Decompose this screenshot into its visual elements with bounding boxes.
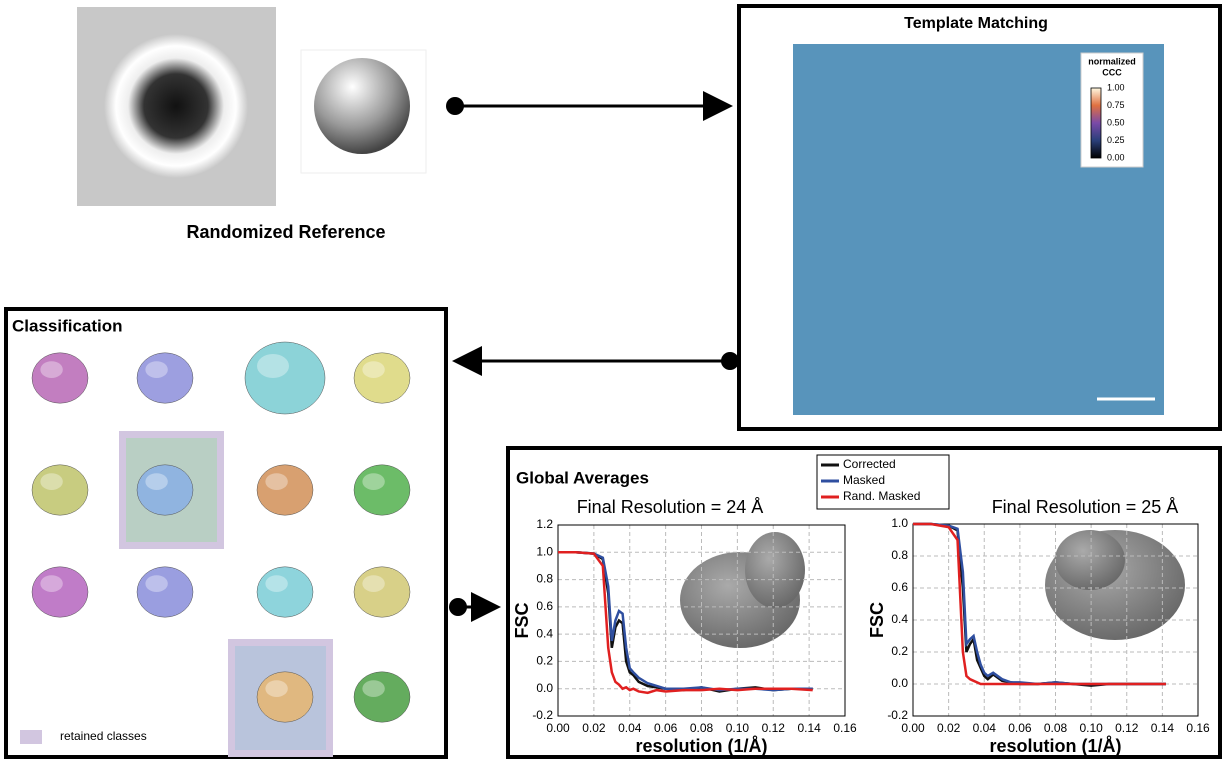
panel-title: Classification (12, 316, 123, 335)
x-tick-label: 0.12 (1115, 721, 1139, 735)
class-average (257, 354, 289, 378)
class-average (362, 473, 384, 490)
class-average (354, 465, 410, 515)
reference-image (96, 26, 256, 186)
y-tick-label: 1.0 (536, 544, 553, 558)
y-axis-label: FSC (512, 602, 532, 638)
x-tick-label: 0.06 (1008, 721, 1032, 735)
x-tick-label: 0.00 (901, 721, 925, 735)
sphere-image (314, 58, 410, 154)
x-tick-label: 0.06 (654, 721, 678, 735)
key-label: retained classes (60, 729, 147, 743)
x-tick-label: 0.04 (973, 721, 997, 735)
x-axis-label: resolution (1/Å) (635, 736, 767, 756)
class-average (32, 567, 88, 617)
class-average (245, 342, 325, 414)
class-average (32, 465, 88, 515)
colorbar-title: normalized (1088, 56, 1136, 66)
y-tick-label: 1.0 (891, 516, 908, 530)
legend-label: Corrected (843, 457, 896, 471)
class-average (137, 567, 193, 617)
colorbar-tick: 1.00 (1107, 82, 1125, 92)
y-tick-label: -0.2 (532, 708, 553, 722)
chart-title: Final Resolution = 25 Å (992, 497, 1179, 517)
x-tick-label: 0.04 (618, 721, 642, 735)
x-tick-label: 0.16 (1186, 721, 1210, 735)
map-render (1055, 530, 1125, 590)
y-tick-label: 0.0 (536, 681, 553, 695)
reference-label: Randomized Reference (186, 222, 385, 242)
class-average (257, 465, 313, 515)
x-tick-label: 0.10 (1079, 721, 1103, 735)
class-average (40, 361, 62, 378)
legend-label: Rand. Masked (843, 489, 920, 503)
class-average (354, 353, 410, 403)
colorbar (1091, 88, 1101, 158)
key-swatch (20, 730, 42, 744)
class-average (265, 473, 287, 490)
panel-title: Global Averages (516, 468, 649, 487)
y-axis-label: FSC (867, 602, 887, 638)
y-tick-label: 0.0 (891, 676, 908, 690)
y-tick-label: 0.4 (536, 626, 553, 640)
class-average (40, 575, 62, 592)
colorbar-tick: 0.25 (1107, 135, 1125, 145)
x-axis-label: resolution (1/Å) (989, 736, 1121, 756)
class-average (32, 353, 88, 403)
class-average (137, 465, 193, 515)
chart-title: Final Resolution = 24 Å (577, 497, 764, 517)
class-average (362, 575, 384, 592)
class-average (145, 473, 167, 490)
y-tick-label: 0.2 (891, 644, 908, 658)
colorbar-tick: 0.75 (1107, 100, 1125, 110)
class-average (40, 473, 62, 490)
class-average (145, 575, 167, 592)
class-average (362, 680, 384, 697)
class-average (257, 672, 313, 722)
class-average (354, 567, 410, 617)
class-average (137, 353, 193, 403)
y-tick-label: 0.8 (536, 572, 553, 586)
y-tick-label: 0.6 (891, 580, 908, 594)
x-tick-label: 0.14 (1151, 721, 1175, 735)
x-tick-label: 0.08 (690, 721, 714, 735)
panel-title: Template Matching (904, 15, 1048, 32)
y-tick-label: 0.6 (536, 599, 553, 613)
colorbar-tick: 0.00 (1107, 152, 1125, 162)
x-tick-label: 0.00 (546, 721, 570, 735)
class-average (265, 575, 287, 592)
map-render (745, 532, 805, 608)
colorbar-tick: 0.50 (1107, 117, 1125, 127)
class-average (362, 361, 384, 378)
y-tick-label: 0.8 (891, 548, 908, 562)
x-tick-label: 0.02 (582, 721, 606, 735)
colorbar-title: CCC (1102, 67, 1122, 77)
x-tick-label: 0.12 (762, 721, 786, 735)
x-tick-label: 0.14 (797, 721, 821, 735)
class-average (265, 680, 287, 697)
y-tick-label: -0.2 (887, 708, 908, 722)
y-tick-label: 0.2 (536, 654, 553, 668)
class-average (145, 361, 167, 378)
class-average (354, 672, 410, 722)
x-tick-label: 0.16 (833, 721, 857, 735)
legend-label: Masked (843, 473, 885, 487)
class-average (257, 567, 313, 617)
x-tick-label: 0.08 (1044, 721, 1068, 735)
y-tick-label: 1.2 (536, 517, 553, 531)
y-tick-label: 0.4 (891, 612, 908, 626)
figure: Randomized Reference Template Matching n… (0, 0, 1225, 763)
x-tick-label: 0.10 (726, 721, 750, 735)
x-tick-label: 0.02 (937, 721, 961, 735)
